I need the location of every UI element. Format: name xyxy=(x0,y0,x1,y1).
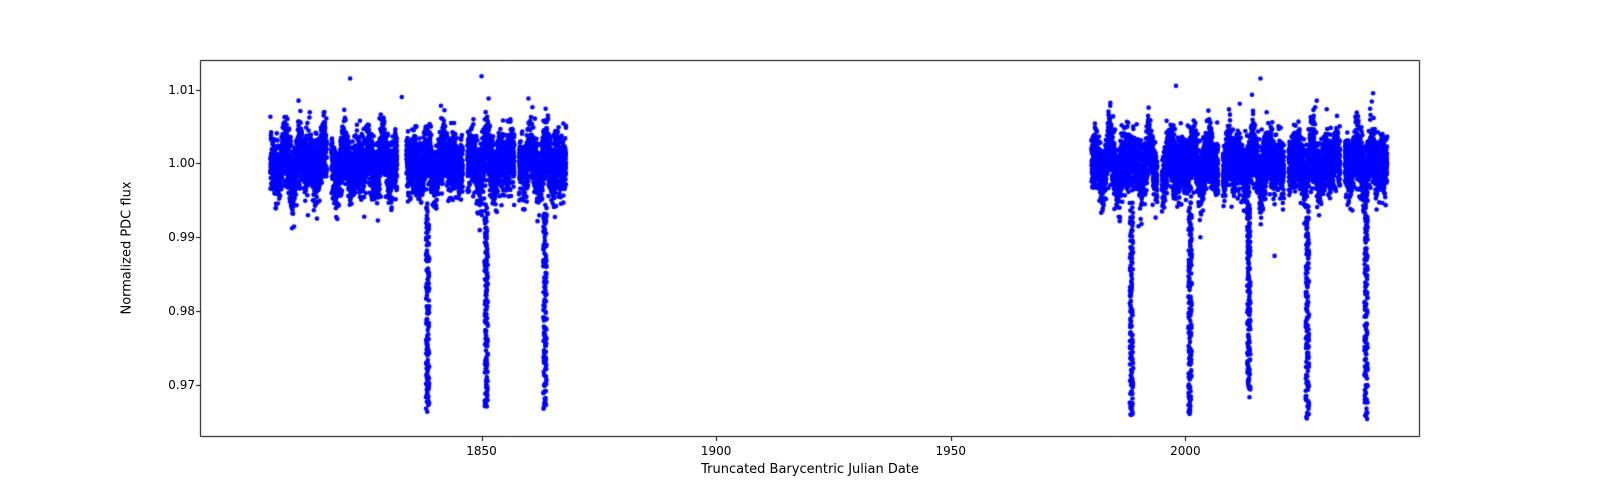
xtick-label: 2000 xyxy=(1170,444,1201,458)
y-axis-label: Normalized PDC flux xyxy=(120,181,135,314)
ytick-label: 1.01 xyxy=(155,83,195,97)
xtick-label: 1850 xyxy=(466,444,497,458)
lightcurve-chart: 0.97 0.98 0.99 1.00 1.01 1850 1900 1950 … xyxy=(0,0,1600,500)
x-axis-label: Truncated Barycentric Julian Date xyxy=(701,462,919,477)
scatter-canvas xyxy=(0,0,1600,500)
ytick-label: 0.97 xyxy=(155,378,195,392)
ytick-label: 0.98 xyxy=(155,304,195,318)
ytick-label: 0.99 xyxy=(155,230,195,244)
ytick-label: 1.00 xyxy=(155,156,195,170)
xtick-label: 1950 xyxy=(935,444,966,458)
xtick-label: 1900 xyxy=(701,444,732,458)
